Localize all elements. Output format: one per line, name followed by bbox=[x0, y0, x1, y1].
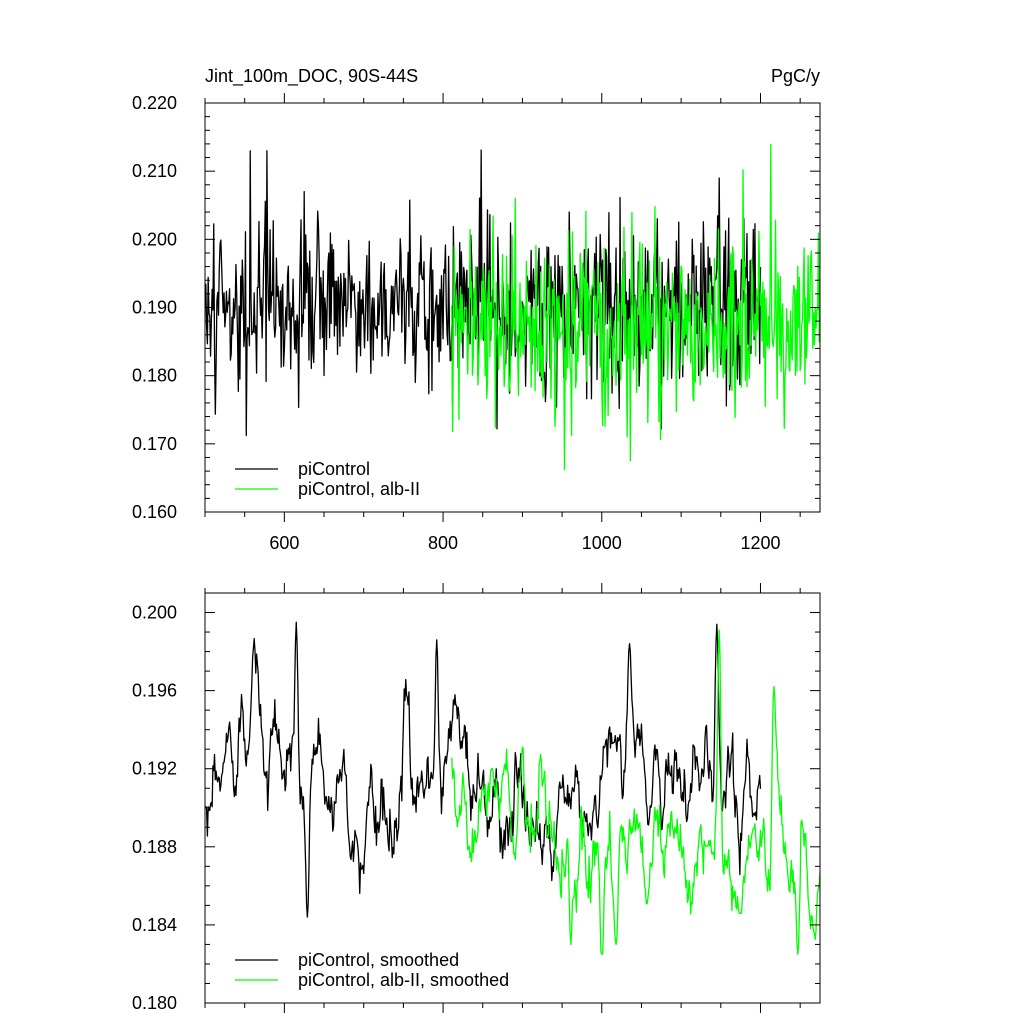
y-tick-label: 0.184 bbox=[132, 915, 177, 935]
y-tick-label: 0.160 bbox=[132, 502, 177, 522]
y-tick-label: 0.196 bbox=[132, 681, 177, 701]
y-tick-label: 0.200 bbox=[132, 603, 177, 623]
y-tick-label: 0.180 bbox=[132, 993, 177, 1013]
x-tick-label: 1200 bbox=[740, 533, 780, 553]
x-tick-label: 600 bbox=[269, 533, 299, 553]
x-tick-label: 1000 bbox=[582, 533, 622, 553]
y-tick-label: 0.192 bbox=[132, 759, 177, 779]
series-line-picontrol-alb-ii bbox=[451, 143, 821, 471]
series-line-picontrol-smoothed bbox=[205, 621, 762, 918]
plot-frame bbox=[204, 592, 821, 1004]
legend-label: piControl, smoothed bbox=[298, 950, 459, 970]
x-tick-label: 800 bbox=[428, 533, 458, 553]
y-tick-label: 0.180 bbox=[132, 366, 177, 386]
legend-label: piControl, alb-II, smoothed bbox=[298, 970, 509, 990]
y-tick-label: 0.210 bbox=[132, 161, 177, 181]
legend-label: piControl bbox=[298, 459, 370, 479]
top-panel: 0.160 0.170 0.180 0.190 0.200 0.210 0.220 600 80… bbox=[132, 66, 821, 553]
y-tick-label: 0.190 bbox=[132, 298, 177, 318]
bottom-panel: 0.180 0.184 0.188 0.192 0.196 0.200 piControl,… bbox=[132, 583, 821, 1013]
chart-title-right: PgC/y bbox=[771, 66, 820, 86]
y-tick-label: 0.188 bbox=[132, 837, 177, 857]
chart-title-left: Jint_100m_DOC, 90S-44S bbox=[205, 66, 418, 87]
series-line-picontrol-alb-ii-smoothed bbox=[451, 629, 821, 955]
legend-label: piControl, alb-II bbox=[298, 479, 420, 499]
y-tick-label: 0.170 bbox=[132, 434, 177, 454]
y-tick-label: 0.200 bbox=[132, 229, 177, 249]
y-tick-label: 0.220 bbox=[132, 93, 177, 113]
